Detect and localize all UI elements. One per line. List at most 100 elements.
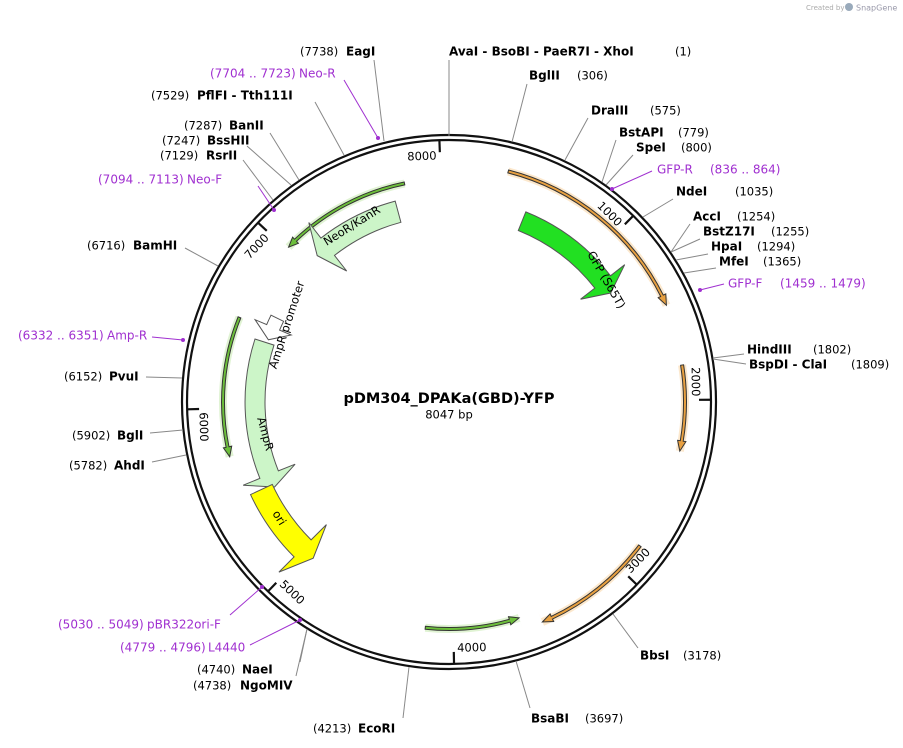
- site-position: (4213): [313, 722, 351, 736]
- site-leader: [712, 353, 745, 359]
- site-leader: [564, 117, 589, 161]
- branding-prefix: Created by: [806, 4, 845, 12]
- site-name: BglI: [117, 429, 143, 443]
- site-name: BbsI: [640, 649, 669, 663]
- site-name: HindIII: [747, 343, 792, 357]
- site-name: HpaI: [711, 240, 742, 254]
- plasmid-length: 8047 bp: [425, 408, 473, 422]
- site-leader: [373, 59, 385, 142]
- site-name: AhdI: [114, 459, 145, 473]
- site-name: RsrII: [206, 149, 237, 163]
- site-name: BanII: [229, 119, 264, 133]
- site-name: BspDI - ClaI: [749, 358, 827, 372]
- ruler-label: 6000: [196, 412, 211, 442]
- site-name: NdeI: [676, 185, 707, 199]
- site-leader: [670, 223, 691, 253]
- feature-arrow: [668, 364, 691, 454]
- site-leader: [612, 613, 639, 649]
- plasmid-name: pDM304_DPAKa(GBD)-YFP: [343, 391, 554, 407]
- site-name: DraIII: [591, 104, 628, 118]
- primer-name: L4440: [208, 641, 245, 655]
- features: [218, 167, 691, 633]
- site-name: AccI: [693, 210, 721, 224]
- site-leader: [675, 253, 709, 261]
- site-name: EagI: [346, 45, 375, 59]
- site-position: (5782): [69, 459, 107, 473]
- site-name: AvaI - BsoBI - PaeR7I - XhoI: [449, 45, 634, 59]
- site-position: (1365): [763, 255, 801, 269]
- site-name: BsaBI: [531, 712, 569, 726]
- site-name: NaeI: [242, 663, 273, 677]
- ruler-tick: [267, 581, 278, 593]
- primer-site: [260, 585, 264, 589]
- primer-leader: [229, 586, 263, 616]
- site-position: (7247): [162, 134, 200, 148]
- primer-name: GFP-R: [657, 163, 693, 177]
- feature-arrow: [308, 200, 402, 272]
- site-name: PflFI - Tth111I: [197, 89, 293, 103]
- site-leader: [605, 154, 634, 186]
- feature-arrow: [253, 314, 293, 341]
- site-name: MfeI: [719, 255, 749, 269]
- feature-arrow: [249, 483, 327, 573]
- primer-leader: [343, 79, 379, 139]
- site-position: (5902): [72, 429, 110, 443]
- site-leader: [149, 429, 184, 434]
- feature-arrow: [507, 167, 677, 310]
- site-position: (1035): [735, 185, 773, 199]
- site-position: (3697): [585, 712, 623, 726]
- primer-name: Neo-F: [187, 173, 222, 187]
- site-leader: [642, 198, 674, 218]
- site-leader: [314, 101, 345, 156]
- primer-site: [698, 288, 702, 292]
- primer-name: Amp-R: [107, 329, 147, 343]
- ruler-tick: [627, 575, 638, 586]
- site-name: BglII: [529, 69, 560, 83]
- branding-brand: SnapGene: [856, 4, 897, 13]
- site-position: (7287): [184, 119, 222, 133]
- site-position: (4738): [193, 679, 231, 693]
- site-position: (1): [675, 45, 691, 59]
- feature-arrow: [424, 616, 521, 631]
- site-name: PvuI: [109, 370, 139, 384]
- site-leader: [145, 376, 183, 379]
- primer-site: [610, 187, 614, 191]
- site-leader: [511, 83, 528, 143]
- feature-arrow: [424, 607, 523, 633]
- feature-arrow: [541, 544, 642, 623]
- site-position: (575): [650, 104, 681, 118]
- site-name: NgoMIV: [240, 679, 293, 693]
- site-position: (779): [678, 126, 709, 140]
- site-leader: [601, 139, 617, 183]
- site-position: (3178): [683, 649, 721, 663]
- feature-arrow: [507, 169, 667, 307]
- site-leader: [184, 247, 219, 267]
- primer-range: (1459 .. 1479): [780, 277, 866, 291]
- primer-leader: [611, 170, 653, 190]
- site-leader: [515, 660, 531, 709]
- primer-range: (7704 .. 7723): [210, 67, 296, 81]
- ruler-label: 8000: [407, 148, 437, 163]
- site-name: BstZ17I: [703, 225, 755, 239]
- site-leader: [246, 145, 292, 186]
- site-position: (6152): [64, 370, 102, 384]
- feature-arrow: [517, 211, 626, 300]
- site-name: BamHI: [133, 239, 177, 253]
- site-position: (800): [681, 141, 712, 155]
- site-leader: [402, 666, 410, 719]
- site-leader: [242, 159, 274, 201]
- primer-name: Neo-R: [299, 67, 336, 81]
- primer-leader: [151, 336, 184, 341]
- brand-logo: [845, 3, 853, 11]
- primer-name: pBR322ori-F: [147, 618, 221, 632]
- primer-range: (7094 .. 7113): [98, 173, 184, 187]
- site-position: (1294): [757, 240, 795, 254]
- site-position: (306): [577, 69, 608, 83]
- site-name: BstAPI: [619, 126, 664, 140]
- site-position: (1809): [851, 358, 889, 372]
- backbone-inner: [185, 138, 713, 666]
- site-leader: [299, 628, 308, 663]
- ruler-label: 2000: [689, 367, 703, 396]
- site-leader: [670, 238, 701, 253]
- primer-site: [298, 618, 302, 622]
